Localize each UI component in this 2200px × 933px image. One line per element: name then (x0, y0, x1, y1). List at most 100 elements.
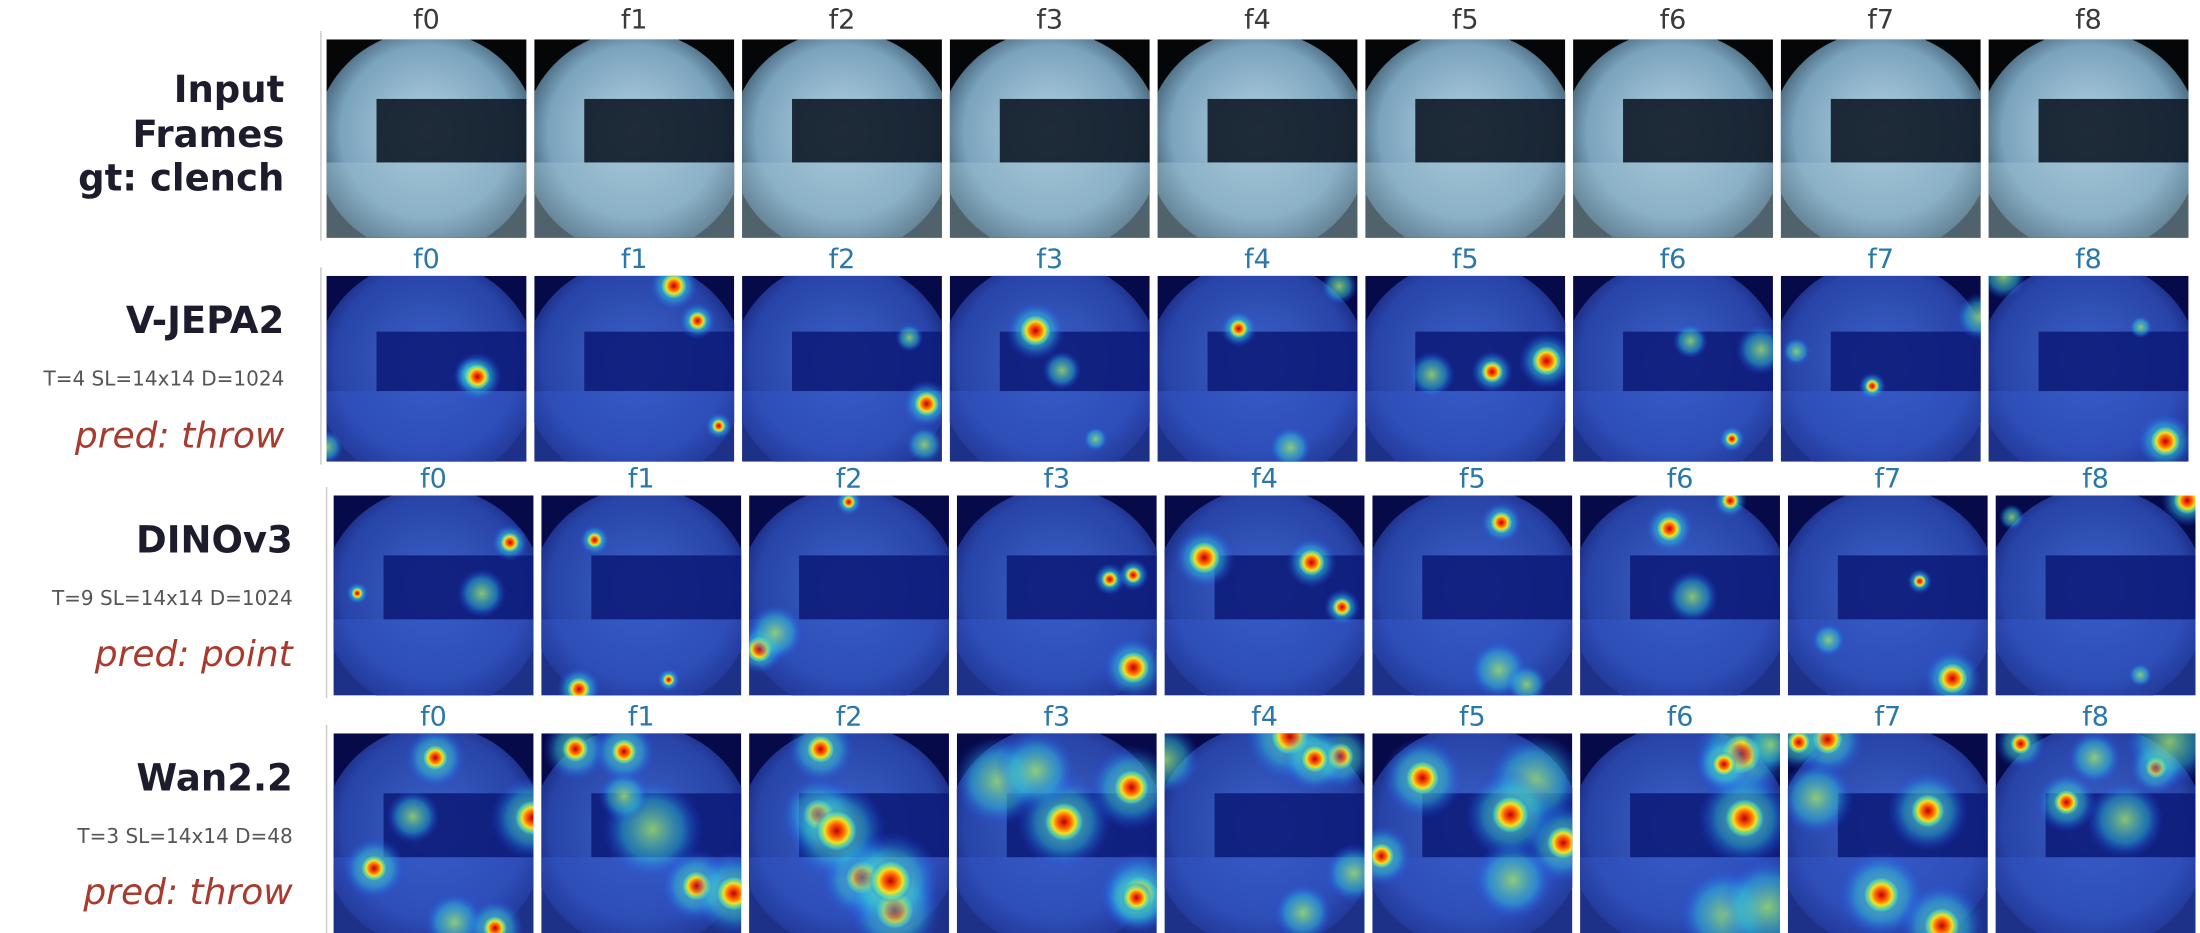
heat-hotspot (1787, 733, 1812, 755)
wall (1830, 98, 1981, 163)
heat-hotspot (710, 418, 727, 434)
heat-blob (995, 733, 1076, 811)
frame-label: f8 (2075, 244, 2102, 275)
frame-image (1157, 275, 1358, 462)
frame-image (534, 275, 735, 462)
floor (742, 162, 942, 238)
frame-label: f3 (1036, 244, 1063, 275)
heat-blob (1782, 337, 1811, 366)
frame-image (1780, 275, 1981, 462)
heat-blob (1956, 293, 1981, 341)
frame-image (1787, 733, 1988, 933)
heat-hotspot (1299, 744, 1330, 774)
wall (799, 555, 949, 620)
heat-hotspot (1042, 800, 1085, 843)
row-title: DINOv3 (136, 518, 293, 561)
frame-image (333, 495, 534, 696)
frame-image (742, 39, 942, 238)
floor (1580, 619, 1780, 696)
heat-blob (1718, 857, 1780, 933)
wall (584, 331, 735, 392)
frame-label: f0 (413, 5, 440, 36)
prediction: pred: point (94, 634, 295, 675)
frame-image (326, 275, 527, 462)
frame-label: f6 (1660, 244, 1687, 275)
wall (1623, 98, 1773, 163)
heat-blob (1324, 843, 1365, 903)
wall (584, 98, 735, 163)
floor (1780, 391, 1981, 462)
heat-blob (1042, 350, 1082, 390)
heat-blob (457, 568, 507, 618)
heat-hotspot (513, 799, 534, 837)
frame-image (1995, 495, 2196, 696)
heat-hotspot (2172, 495, 2196, 516)
heat-hotspot (1720, 495, 1740, 511)
heat-blob (386, 789, 440, 844)
heat-hotspot (2149, 425, 2182, 458)
frame-image (541, 733, 742, 933)
heat-hotspot (1331, 596, 1353, 618)
heat-hotspot (1100, 570, 1119, 589)
floor (1157, 162, 1358, 238)
heat-hotspot (1711, 751, 1737, 777)
frame-label: f4 (1251, 463, 1278, 494)
frame-image (949, 275, 1150, 462)
frame-label: f8 (2082, 701, 2109, 732)
heat-hotspot (841, 495, 857, 510)
heat-hotspot (1228, 318, 1250, 340)
heat-blob (1408, 351, 1456, 398)
floor (333, 619, 534, 696)
frame-image (541, 495, 742, 696)
frame-label: f3 (1043, 701, 1070, 732)
heat-blob (1735, 324, 1773, 375)
frame-label: f7 (1867, 5, 1894, 36)
heat-hotspot (1480, 359, 1505, 384)
heat-hotspot (1862, 875, 1901, 915)
floor (1365, 162, 1566, 238)
heat-hotspot (659, 275, 688, 300)
floor (1988, 162, 2189, 238)
frame-image (1988, 39, 2189, 238)
heat-blob (490, 775, 534, 860)
frame-image (1580, 733, 1780, 933)
heat-hotspot (360, 854, 388, 883)
heat-hotspot (1909, 792, 1946, 829)
heat-hotspot (814, 808, 859, 853)
heat-blob (1164, 733, 1201, 795)
frame-image (1365, 39, 1566, 238)
wall (1207, 98, 1358, 163)
frame-image (742, 275, 942, 462)
heat-hotspot (610, 737, 638, 766)
frame-label: f2 (829, 5, 856, 36)
frame-image (1372, 733, 1573, 933)
heat-hotspot (499, 531, 521, 554)
wall (376, 331, 527, 392)
frame-image (1164, 495, 1365, 696)
heat-hotspot (2052, 788, 2080, 816)
floor (1995, 619, 2196, 696)
heat-blob (905, 426, 942, 462)
frame-label: f1 (621, 5, 648, 36)
frame-label: f2 (836, 463, 863, 494)
heat-hotspot (912, 390, 941, 418)
heat-blob (1787, 760, 1854, 836)
floor (534, 391, 735, 462)
heat-hotspot (1655, 514, 1684, 543)
frame-label: f5 (1459, 463, 1486, 494)
frame-image (749, 495, 949, 696)
frame-label: f3 (1036, 5, 1063, 36)
heat-blob (1273, 883, 1333, 933)
heat-blob (1988, 275, 2028, 300)
floor (949, 391, 1150, 462)
heat-hotspot (1490, 794, 1531, 835)
frame-label: f8 (2082, 463, 2109, 494)
prediction: pred: throw (82, 872, 293, 913)
model-config: T=3 SL=14x14 D=48 (76, 824, 292, 848)
frame-label: f5 (1452, 244, 1479, 275)
model-config: T=9 SL=14x14 D=1024 (51, 586, 293, 610)
frame-label: f8 (2075, 5, 2102, 36)
model-config: T=4 SL=14x14 D=1024 (43, 367, 285, 391)
heat-hotspot (1922, 906, 1962, 933)
